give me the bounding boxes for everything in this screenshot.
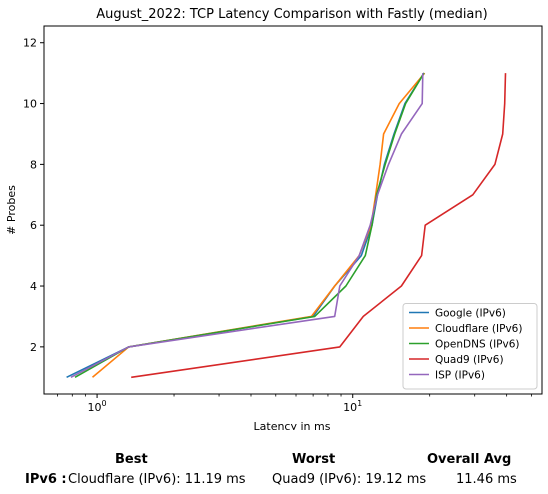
x-axis-label: Latency in ms — [254, 420, 331, 430]
summary-best-value: Cloudflare (IPv6): 11.19 ms — [68, 472, 246, 487]
summary-worst-value: Quad9 (IPv6): 19.12 ms — [272, 472, 427, 487]
series-line-isp-ipv6 — [70, 73, 424, 379]
legend: Google (IPv6) Cloudflare (IPv6) OpenDNS (I… — [402, 303, 538, 390]
y-tick-label: 4 — [30, 280, 37, 293]
summary-worst-header: Worst — [292, 452, 336, 467]
legend-entry: Quad9 (IPv6) — [435, 354, 504, 366]
legend-entry: Google (IPv6) — [435, 308, 506, 320]
legend-box — [402, 303, 538, 390]
x-tick-label: 100 — [88, 399, 107, 414]
series-line-cloudflare-ipv6 — [91, 72, 426, 378]
y-tick-label: 2 — [30, 341, 37, 354]
series-line-quad9-ipv6 — [131, 73, 507, 379]
summary-avg-value: 11.46 ms — [456, 472, 517, 487]
legend-entry: ISP (IPv6) — [435, 370, 485, 382]
summary-best-header: Best — [115, 452, 148, 467]
x-tick-label: 101 — [343, 399, 362, 414]
series-line-opendns-ipv6 — [74, 72, 425, 378]
series-lines — [66, 72, 507, 379]
y-axis-label: # Probes — [5, 185, 18, 235]
chart-title: August_2022: TCP Latency Comparison with… — [96, 7, 487, 22]
y-tick-label: 10 — [23, 98, 37, 111]
legend-entry: Cloudflare (IPv6) — [435, 323, 522, 335]
latency-chart: August_2022: TCP Latency Comparison with… — [5, 7, 543, 430]
y-tick-label: 6 — [30, 219, 37, 232]
summary-row-label: IPv6 : — [25, 472, 67, 487]
y-tick-label: 8 — [30, 158, 37, 171]
legend-entry: OpenDNS (IPv6) — [435, 339, 520, 351]
summary-avg-header: Overall Avg — [427, 452, 512, 467]
plot-frame — [43, 25, 543, 395]
y-tick-label: 12 — [23, 37, 37, 50]
